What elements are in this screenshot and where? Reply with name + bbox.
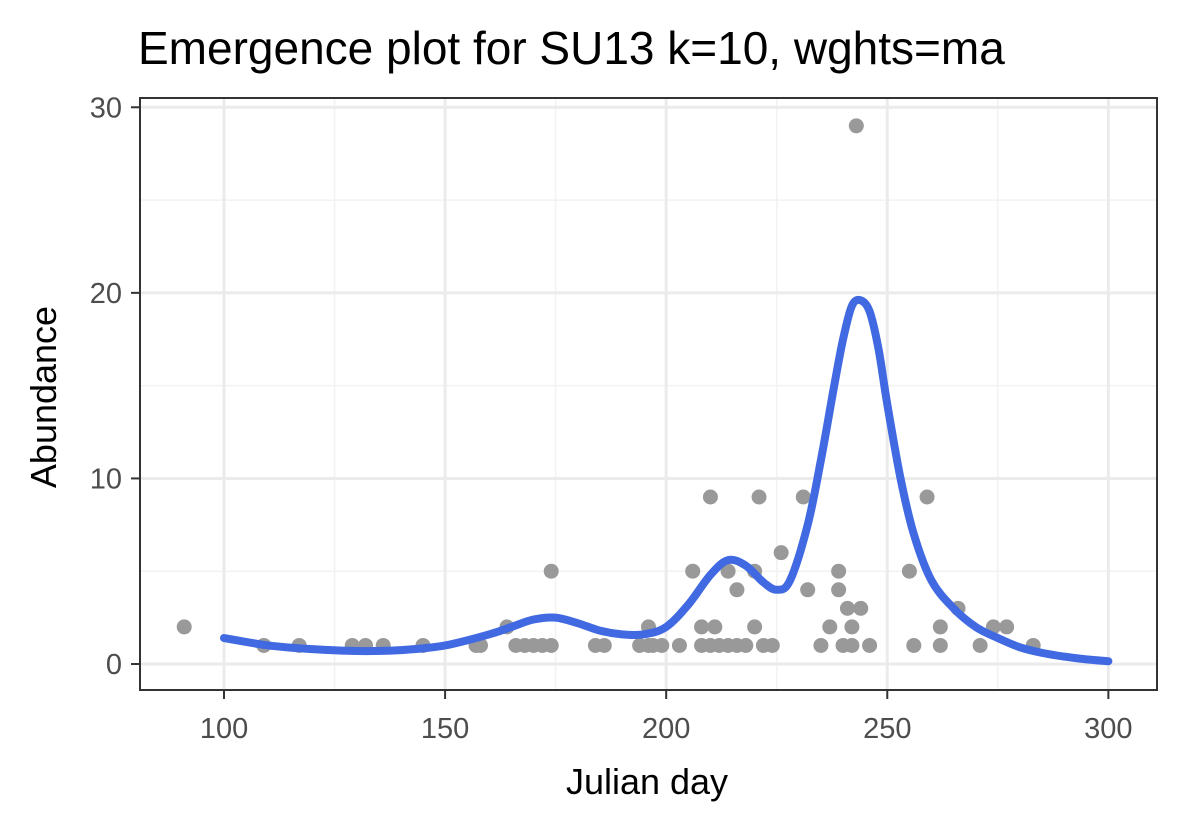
data-point <box>751 489 767 505</box>
data-point <box>685 563 701 579</box>
x-tick-label: 100 <box>200 713 248 745</box>
data-point <box>176 619 192 635</box>
y-axis-title: Abundance <box>23 306 64 488</box>
data-point <box>702 489 718 505</box>
data-point <box>596 637 612 653</box>
data-point <box>813 637 829 653</box>
panel-border <box>139 97 1158 691</box>
x-tick-label: 150 <box>421 713 469 745</box>
x-axis-title: Julian day <box>566 761 728 802</box>
data-point <box>932 637 948 653</box>
x-tick-label: 250 <box>863 713 911 745</box>
data-point <box>738 637 754 653</box>
data-point <box>831 582 847 598</box>
data-point <box>932 619 948 635</box>
data-point <box>671 637 687 653</box>
data-point <box>694 619 710 635</box>
data-point <box>747 619 763 635</box>
data-point <box>831 563 847 579</box>
data-point <box>543 637 559 653</box>
smooth-line <box>220 295 1113 666</box>
data-point <box>764 637 780 653</box>
y-tick-label: 30 <box>90 92 122 124</box>
data-point <box>729 582 745 598</box>
x-tick-label: 300 <box>1084 713 1132 745</box>
data-point <box>906 637 922 653</box>
axis-ticks: 100 150 200 250 300 0 10 20 30 <box>90 92 1133 745</box>
x-tick-label: 200 <box>642 713 690 745</box>
data-point <box>844 619 860 635</box>
data-point <box>862 637 878 653</box>
data-points <box>176 118 1041 653</box>
data-point <box>720 563 736 579</box>
chart-title: Emergence plot for SU13 k=10, wghts=ma <box>138 22 1005 74</box>
data-point <box>822 619 838 635</box>
data-point <box>853 600 869 616</box>
data-point <box>773 545 789 561</box>
y-tick-label: 20 <box>90 278 122 310</box>
data-point <box>543 563 559 579</box>
data-point <box>972 637 988 653</box>
grid-lines <box>140 98 1157 690</box>
data-point <box>654 637 670 653</box>
data-point <box>707 619 723 635</box>
y-tick-label: 0 <box>106 649 122 681</box>
smooth-curve <box>220 295 1113 666</box>
data-point <box>844 637 860 653</box>
data-point <box>839 600 855 616</box>
data-point <box>901 563 917 579</box>
data-point <box>800 582 816 598</box>
y-tick-label: 10 <box>90 463 122 495</box>
data-point <box>848 118 864 134</box>
data-point <box>919 489 935 505</box>
data-point <box>999 619 1015 635</box>
data-point <box>795 489 811 505</box>
